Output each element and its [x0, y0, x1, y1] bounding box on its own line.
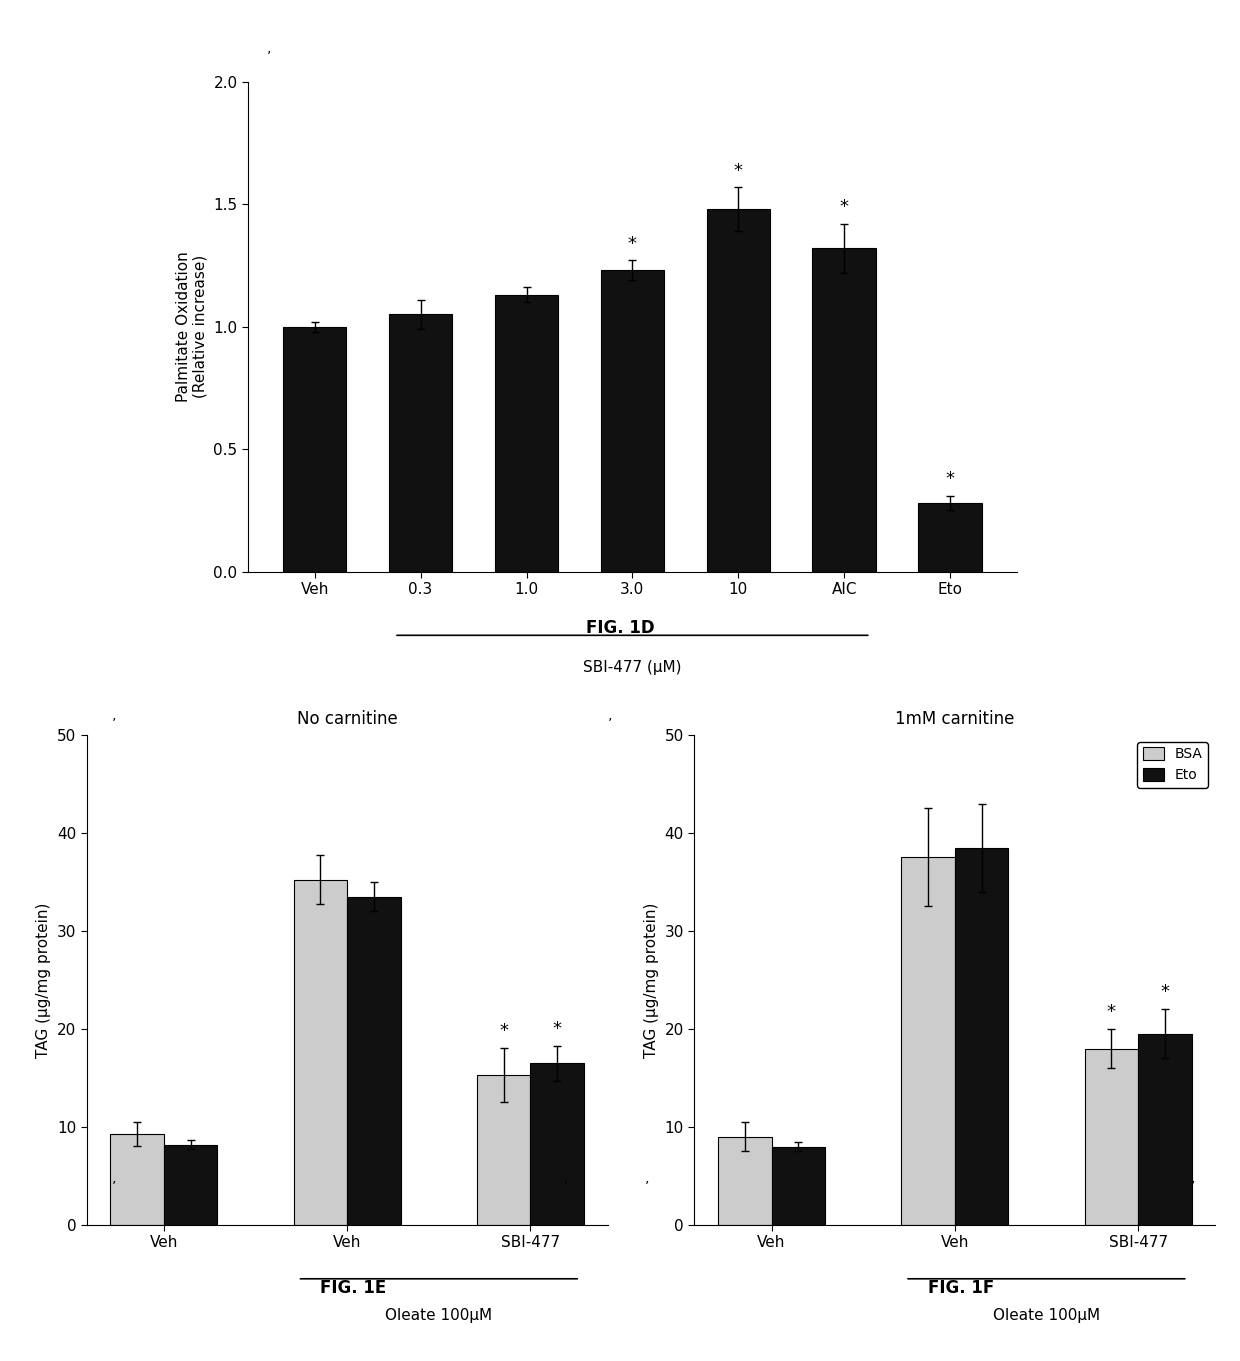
Bar: [1085, 1048, 1138, 1225]
Text: ’: ’: [112, 717, 117, 731]
Bar: [812, 248, 875, 572]
Text: FIG. 1F: FIG. 1F: [928, 1279, 994, 1297]
Bar: [955, 848, 1008, 1225]
Bar: [347, 897, 401, 1225]
Bar: [718, 1136, 771, 1225]
Text: SBI-477 (μM): SBI-477 (μM): [583, 660, 682, 675]
Text: *: *: [500, 1022, 508, 1040]
Bar: [110, 1134, 164, 1225]
Text: *: *: [627, 235, 637, 253]
Text: *: *: [1107, 1003, 1116, 1021]
Text: ’: ’: [608, 717, 613, 731]
Bar: [531, 1063, 584, 1225]
Text: *: *: [1161, 984, 1169, 1002]
Text: ’: ’: [1190, 1180, 1195, 1194]
Text: Oleate 100μM: Oleate 100μM: [386, 1308, 492, 1323]
Text: *: *: [734, 162, 743, 180]
Y-axis label: Palmitate Oxidation
(Relative increase): Palmitate Oxidation (Relative increase): [176, 252, 208, 401]
Title: No carnitine: No carnitine: [296, 710, 398, 728]
Text: *: *: [553, 1019, 562, 1037]
Bar: [901, 857, 955, 1225]
Bar: [495, 295, 558, 572]
Text: FIG. 1D: FIG. 1D: [585, 619, 655, 637]
Text: *: *: [839, 199, 848, 216]
Y-axis label: TAG (μg/mg protein): TAG (μg/mg protein): [36, 902, 51, 1057]
Bar: [919, 504, 982, 572]
Text: Oleate 100μM: Oleate 100μM: [993, 1308, 1100, 1323]
Bar: [164, 1145, 217, 1225]
Bar: [283, 327, 346, 572]
Bar: [294, 881, 347, 1225]
Text: ’: ’: [564, 1180, 569, 1194]
Title: 1mM carnitine: 1mM carnitine: [895, 710, 1014, 728]
Text: ’: ’: [645, 1180, 650, 1194]
Text: *: *: [946, 471, 955, 489]
Bar: [600, 271, 665, 572]
Text: ’: ’: [112, 1180, 117, 1194]
Bar: [707, 210, 770, 572]
Bar: [771, 1146, 825, 1225]
Y-axis label: TAG (μg/mg protein): TAG (μg/mg protein): [644, 902, 658, 1057]
Bar: [1138, 1034, 1192, 1225]
Bar: [389, 314, 453, 572]
Bar: [477, 1075, 531, 1225]
Text: FIG. 1E: FIG. 1E: [320, 1279, 387, 1297]
Text: ’: ’: [267, 50, 272, 64]
Legend: BSA, Eto: BSA, Eto: [1137, 742, 1208, 788]
